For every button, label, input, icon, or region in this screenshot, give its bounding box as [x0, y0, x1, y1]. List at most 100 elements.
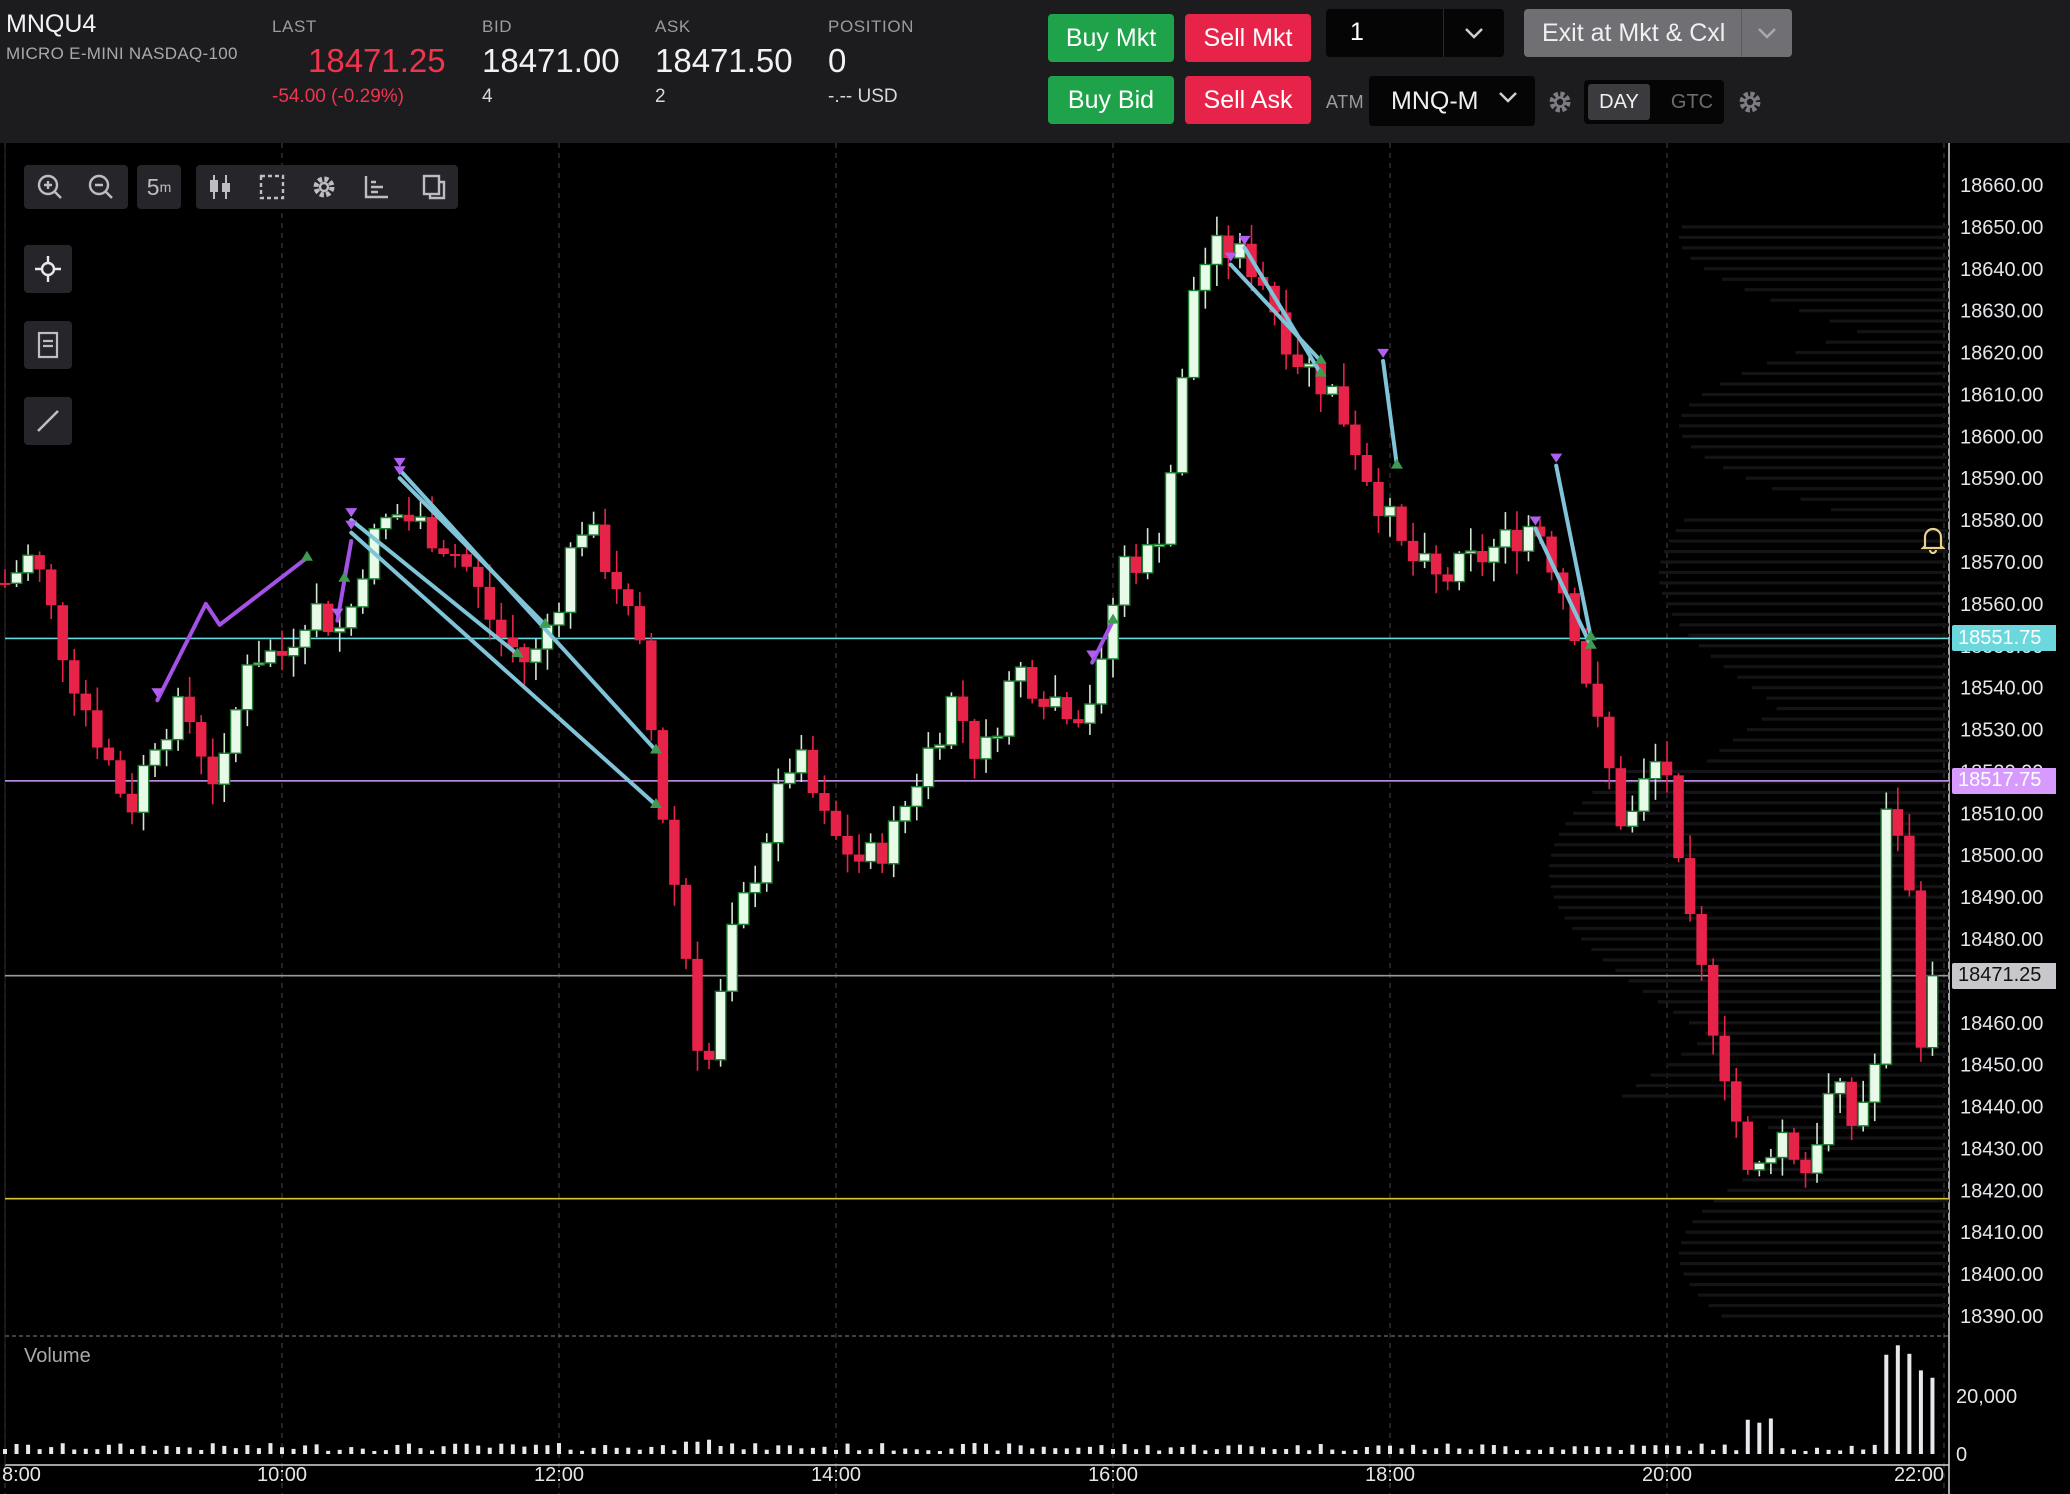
chevron-down-icon[interactable] — [1741, 9, 1792, 57]
position-pnl: -.-- USD — [828, 86, 898, 107]
candle-body — [1153, 543, 1166, 548]
zoom-in-icon[interactable] — [28, 165, 72, 209]
candle-body — [1038, 698, 1049, 707]
sell-ask-button[interactable]: Sell Ask — [1185, 76, 1311, 124]
candle-body — [1361, 455, 1373, 482]
volume-bar — [822, 1446, 827, 1454]
chart-grid — [4, 143, 1950, 1494]
candle-body — [876, 842, 888, 864]
settings-icon[interactable] — [302, 165, 346, 209]
candle-body — [1580, 641, 1592, 684]
profile-bar — [1681, 1052, 1949, 1056]
alert-bell-icon[interactable] — [1920, 524, 1946, 559]
volume-bar — [1849, 1445, 1854, 1454]
exit-at-mkt-button[interactable]: Exit at Mkt & Cxl — [1524, 9, 1792, 57]
profile-bar — [1708, 1303, 1949, 1308]
volume-bar — [1838, 1450, 1843, 1454]
candle-body — [160, 738, 173, 751]
price-tick-label: 18450.00 — [1960, 1055, 2043, 1077]
profile-bar — [1721, 1314, 1949, 1318]
volume-bar — [1653, 1445, 1658, 1454]
profile-bar — [1602, 958, 1949, 962]
price-chart[interactable]: 18660.00 18650.00 18640.00 18630.00 18620.00… — [0, 143, 2070, 1494]
candle-body — [218, 752, 231, 785]
notes-icon[interactable] — [24, 321, 72, 369]
volume-bar — [303, 1445, 308, 1454]
candle-body — [1176, 376, 1189, 474]
buy-marker — [300, 550, 313, 561]
candle-body — [1511, 529, 1523, 552]
buy-bid-button[interactable]: Buy Bid — [1048, 76, 1174, 124]
trend-line — [1090, 618, 1115, 665]
volume-bar — [1422, 1449, 1427, 1454]
profile-bar — [1688, 633, 1949, 637]
profile-bar — [1661, 591, 1949, 596]
volume-tick-label: 0 — [1956, 1444, 1967, 1466]
atm-value: MNQ-M — [1391, 87, 1479, 115]
order-settings-icon[interactable] — [1736, 88, 1764, 121]
profile-bar — [1650, 1073, 1949, 1077]
candle-body — [252, 662, 265, 666]
volume-bar — [1249, 1446, 1254, 1454]
candle-body — [1326, 385, 1339, 395]
candle-body — [287, 646, 300, 657]
sell-mkt-button[interactable]: Sell Mkt — [1185, 14, 1311, 62]
volume-bar — [1214, 1449, 1219, 1454]
volume-bar — [1064, 1448, 1069, 1454]
tif-toggle[interactable]: DAY GTC — [1584, 80, 1724, 124]
price-tick-label: 18430.00 — [1960, 1138, 2043, 1160]
volume-bar — [1595, 1446, 1600, 1454]
select-box-icon[interactable] — [250, 165, 294, 209]
volume-bar — [637, 1449, 642, 1454]
candle-body — [519, 647, 530, 663]
volume-bar — [1284, 1449, 1289, 1454]
atm-settings-icon[interactable] — [1546, 88, 1574, 121]
volume-bar — [522, 1446, 527, 1454]
copy-icon[interactable] — [412, 165, 456, 209]
draw-line-icon[interactable] — [24, 397, 72, 445]
profile-bar — [1615, 968, 1949, 973]
symbol[interactable]: MNQU4 — [6, 10, 97, 38]
volume-bar — [1722, 1444, 1727, 1454]
candle-body — [207, 756, 218, 785]
profile-bar — [1735, 1104, 1949, 1109]
candle-body — [496, 619, 507, 638]
quantity-select[interactable]: 1 — [1326, 9, 1504, 57]
ask-label: ASK — [655, 17, 691, 36]
profile-bar — [1776, 707, 1949, 711]
price-axis[interactable]: 18660.00 18650.00 18640.00 18630.00 18620.00… — [1956, 175, 2043, 1466]
volume-bar — [937, 1450, 942, 1454]
volume-bar — [1503, 1446, 1508, 1454]
candle-body — [461, 554, 472, 567]
volume-bar — [1711, 1449, 1716, 1454]
sell-marker — [1224, 252, 1237, 262]
tif-day[interactable]: DAY — [1588, 84, 1650, 120]
axis-icon[interactable] — [354, 165, 398, 209]
zoom-out-icon[interactable] — [79, 165, 123, 209]
volume-bar — [326, 1450, 331, 1454]
volume-bar — [337, 1449, 342, 1454]
symbol-description: MICRO E-MINI NASDAQ-100 — [6, 44, 238, 63]
chevron-down-icon[interactable] — [1443, 9, 1504, 57]
candle-body — [1350, 424, 1361, 456]
atm-select[interactable]: MNQ-M — [1369, 76, 1535, 126]
profile-bar — [1698, 644, 1949, 648]
volume-bar — [1341, 1450, 1346, 1454]
time-axis[interactable]: 8:00 10:00 12:00 14:00 16:00 18:00 20:00 22:00 — [2, 1464, 1944, 1486]
position-value: 0 — [828, 42, 847, 79]
buy-mkt-button[interactable]: Buy Mkt — [1048, 14, 1174, 62]
volume-bar — [1076, 1447, 1081, 1454]
candle-body — [680, 884, 692, 959]
candle-body — [1187, 289, 1200, 379]
sell-marker — [1529, 516, 1542, 526]
volume-bar — [1364, 1447, 1369, 1454]
candles-icon[interactable] — [198, 165, 242, 209]
sell-marker — [1238, 235, 1251, 245]
candle-body — [333, 627, 346, 633]
volume-bar — [1295, 1445, 1300, 1454]
tif-gtc[interactable]: GTC — [1670, 90, 1714, 113]
volume-bar — [614, 1447, 619, 1454]
crosshair-icon[interactable] — [24, 245, 72, 293]
candle-body — [969, 720, 980, 759]
